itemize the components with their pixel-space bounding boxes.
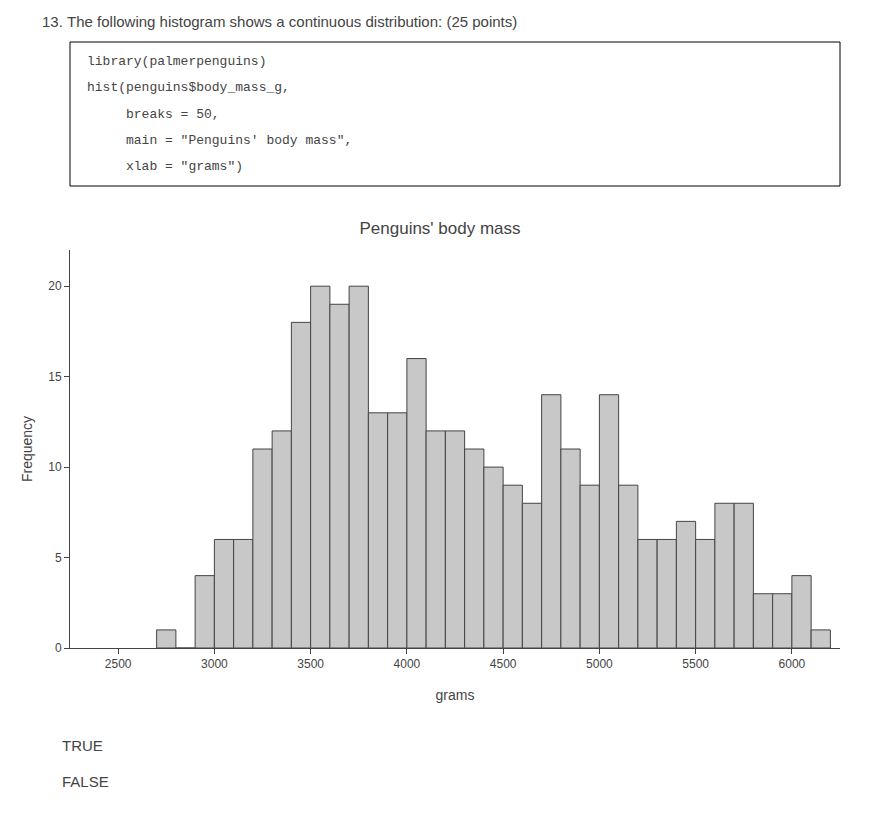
svg-text:grams: grams — [436, 687, 475, 703]
svg-text:3500: 3500 — [297, 657, 324, 671]
svg-text:Frequency: Frequency — [19, 416, 35, 482]
svg-text:hist(penguins$body_mass_g,: hist(penguins$body_mass_g, — [87, 80, 290, 95]
svg-text:6000: 6000 — [779, 657, 806, 671]
svg-text:10: 10 — [48, 460, 62, 474]
svg-text:15: 15 — [48, 370, 62, 384]
svg-text:5500: 5500 — [682, 657, 709, 671]
svg-text:2500: 2500 — [105, 657, 132, 671]
svg-text:3000: 3000 — [201, 657, 228, 671]
svg-text:0: 0 — [55, 641, 62, 655]
svg-text:4000: 4000 — [394, 657, 421, 671]
svg-text:5000: 5000 — [586, 657, 613, 671]
svg-text:20: 20 — [48, 279, 62, 293]
svg-text:4500: 4500 — [490, 657, 517, 671]
svg-text:TRUE: TRUE — [62, 737, 103, 754]
svg-text:FALSE: FALSE — [62, 773, 109, 790]
svg-text:13. The following histogram sh: 13. The following histogram shows a cont… — [42, 13, 517, 30]
svg-text:xlab = "grams"): xlab = "grams") — [87, 159, 243, 174]
svg-text:5: 5 — [55, 551, 62, 565]
svg-text:main = "Penguins' body mass",: main = "Penguins' body mass", — [87, 133, 352, 148]
svg-text:Penguins' body mass: Penguins' body mass — [359, 219, 520, 238]
svg-text:breaks = 50,: breaks = 50, — [87, 107, 220, 122]
svg-text:library(palmerpenguins): library(palmerpenguins) — [87, 54, 266, 69]
